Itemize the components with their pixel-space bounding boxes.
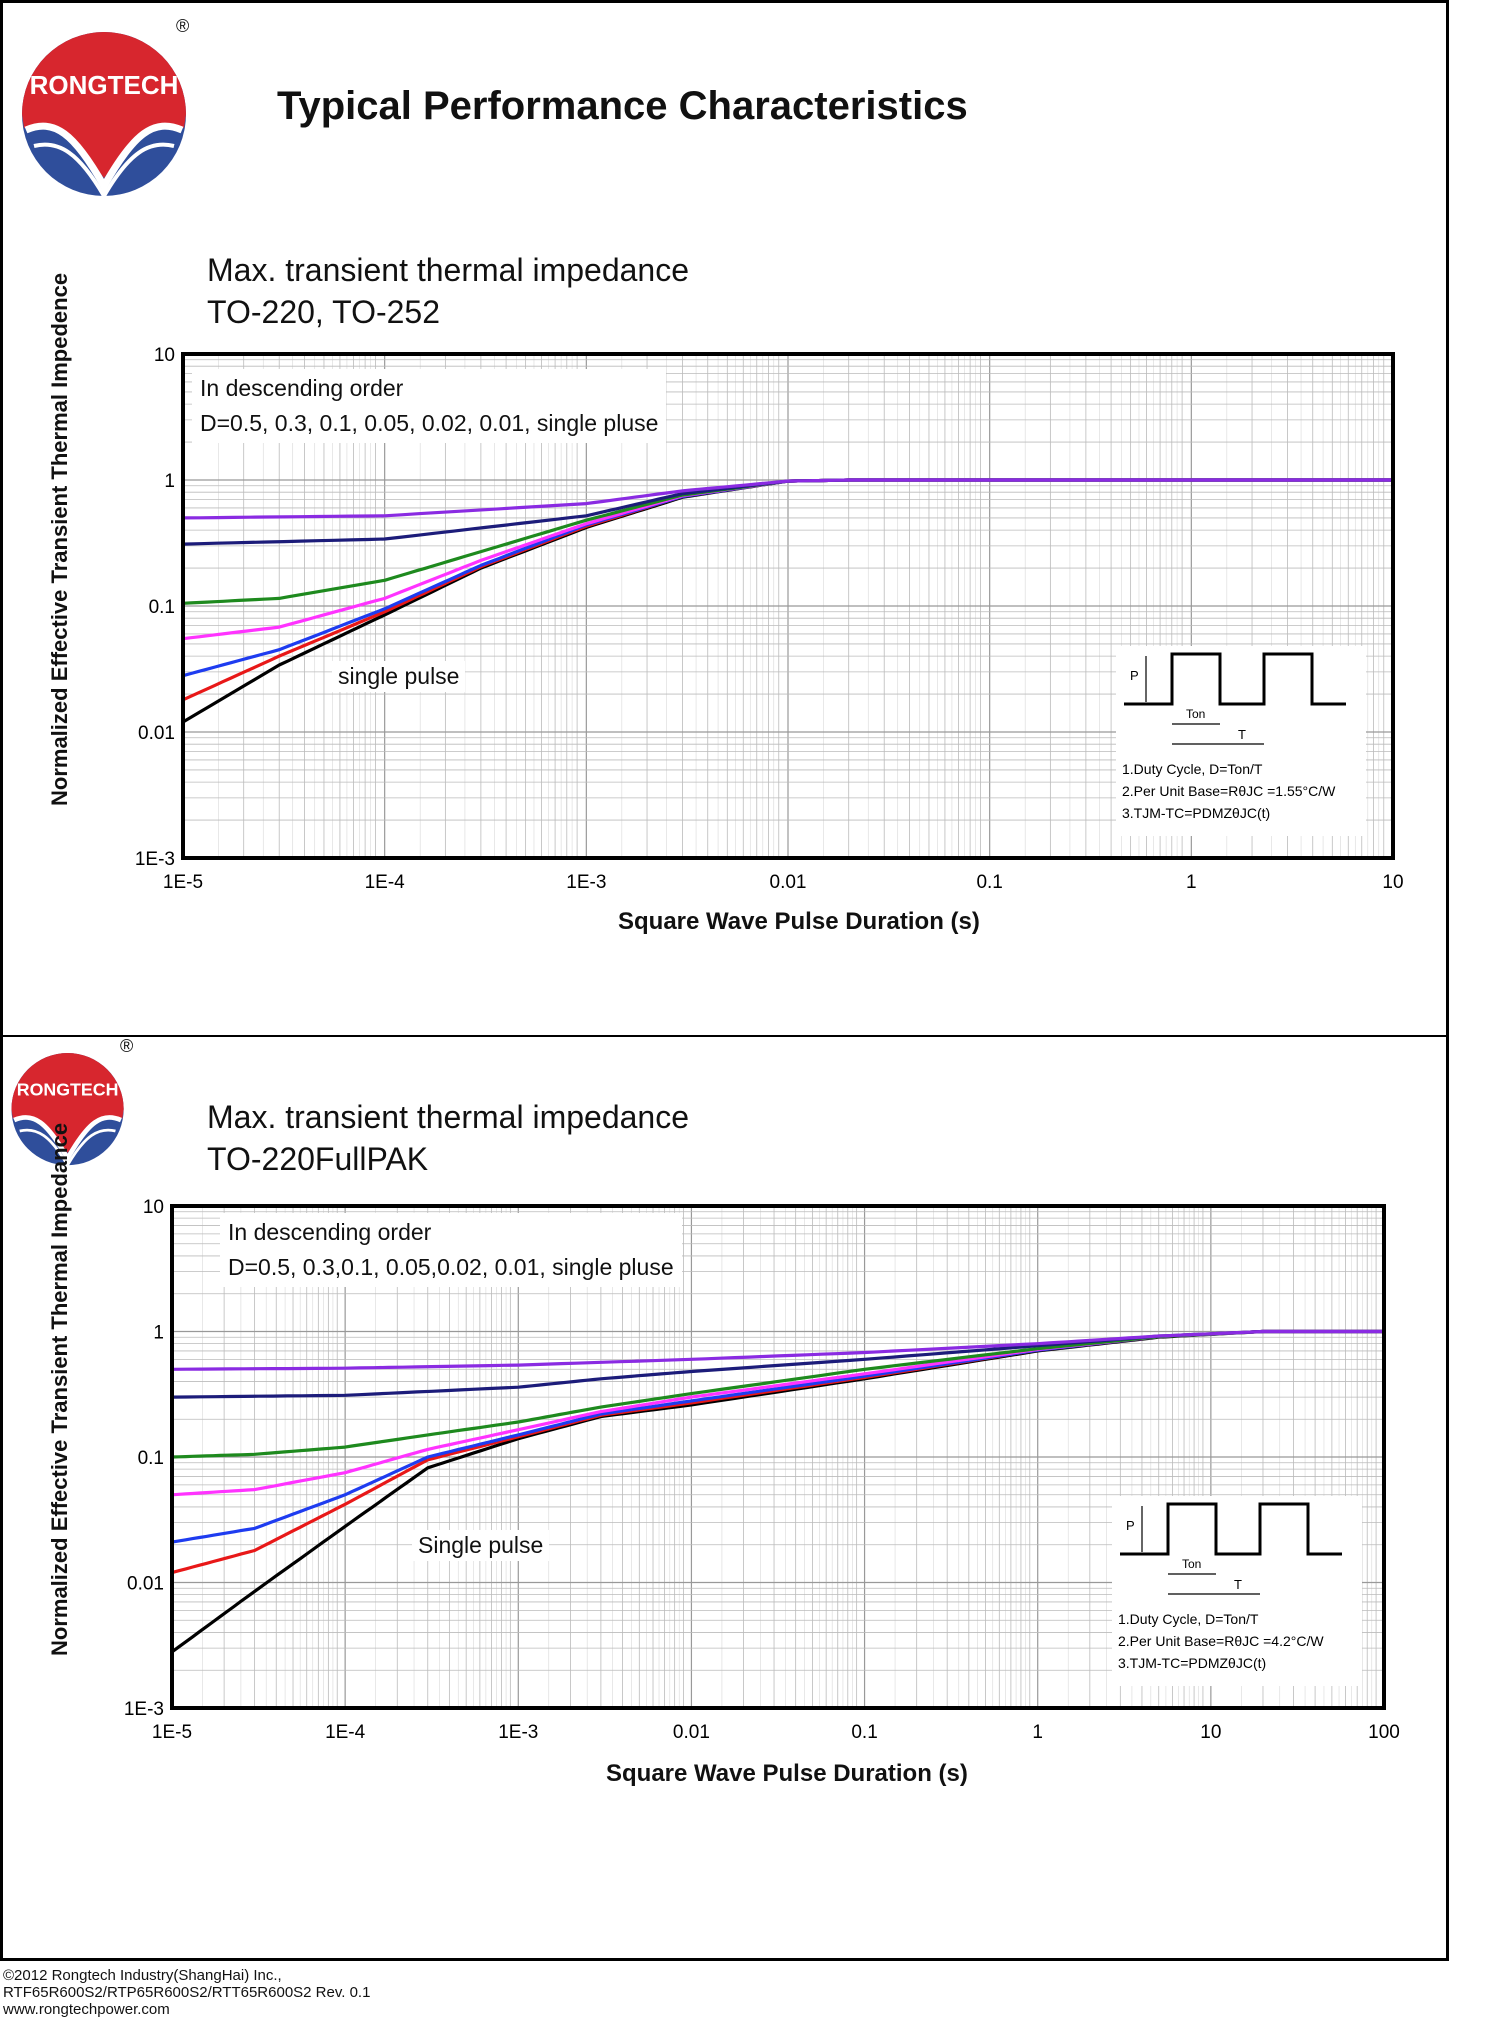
registered-mark: ® — [176, 16, 190, 36]
series-line-d-0-5 — [171, 1329, 1384, 1371]
x-tick-label: 1E-5 — [152, 1722, 192, 1743]
x-tick-label: 0.01 — [673, 1722, 710, 1743]
chart1-single-pulse-label: single pulse — [332, 661, 466, 692]
inset-note-2: 2.Per Unit Base=RθJC =1.55°C/W — [1122, 783, 1336, 799]
x-tick-label: 1E-4 — [325, 1722, 366, 1743]
inset-note-1: 1.Duty Cycle, D=Ton/T — [1122, 761, 1263, 777]
y-tick-label: 10 — [154, 345, 175, 366]
x-tick-label: 1 — [1032, 1722, 1043, 1743]
inset-bg — [1112, 1496, 1362, 1686]
plot-frame — [181, 352, 1395, 860]
chart1-xlabel: Square Wave Pulse Duration (s) — [618, 908, 980, 935]
grid — [182, 354, 1393, 859]
logo-circle-red — [22, 32, 186, 178]
rongtech-logo-small: RONGTECH — [11, 1053, 124, 1166]
svg-text:RONGTECH: RONGTECH — [17, 1079, 119, 1099]
inset-note-3: 3.TJM-TC=PDMZθJC(t) — [1118, 1655, 1266, 1671]
footer-website[interactable]: www.rongtechpower.com — [3, 2001, 170, 2018]
chart1-ylabel: Normalized Effective Transient Thermal I… — [47, 272, 72, 806]
y-tick-label: 0.01 — [138, 723, 175, 744]
x-tick-label: 10 — [1382, 872, 1403, 893]
ton-label: Ton — [1186, 707, 1205, 721]
waveform-inset: P Ton T 1.Duty Cycle, D=Ton/T 2.Per Unit Bas… — [1112, 1496, 1362, 1686]
x-tick-label: 0.01 — [770, 872, 807, 893]
plot-frame — [170, 1204, 1386, 1710]
chart2-title: Max. transient thermal impedance TO-220F… — [207, 1099, 689, 1177]
p-label: P — [1126, 1518, 1135, 1533]
series-line-d-0-5 — [182, 478, 1393, 520]
chart1-title: Max. transient thermal impedance TO-220,… — [207, 252, 689, 330]
section-divider — [0, 1035, 1449, 1037]
x-tick-label: 0.1 — [851, 1722, 877, 1743]
y-tick-label: 1 — [153, 1323, 164, 1344]
logo-swoosh — [24, 122, 184, 194]
chart2-xlabel: Square Wave Pulse Duration (s) — [606, 1760, 968, 1787]
x-tick-label: 1E-3 — [498, 1722, 538, 1743]
inset-bg — [1116, 646, 1366, 836]
y-tick-label: 1 — [164, 471, 175, 492]
chart2-plot: 1E-5 1E-4 1E-3 0.01 0.1 1 10 100 1E-3 0.01 0.1 1 10 P… — [124, 1197, 1400, 1743]
footer-copyright: ©2012 Rongtech Industry(ShangHai) Inc., — [3, 1967, 282, 1984]
x-tick-label: 1E-3 — [566, 872, 606, 893]
waveform-inset: P Ton T 1.Duty Cycle, D=Ton/T 2.Per Unit Bas… — [1116, 646, 1366, 836]
x-tick-label: 1E-5 — [163, 872, 203, 893]
y-tick-label: 1E-3 — [124, 1699, 164, 1720]
inset-note-3: 3.TJM-TC=PDMZθJC(t) — [1122, 805, 1270, 821]
t-label: T — [1234, 1577, 1242, 1592]
t-label: T — [1238, 727, 1246, 742]
chart2-ylabel: Normalized Effective Transient Thermal I… — [47, 1122, 72, 1656]
y-tick-label: 1E-3 — [135, 849, 175, 870]
x-tick-label: 1E-4 — [365, 872, 406, 893]
waveform-path — [1120, 1502, 1342, 1556]
waveform-path — [1124, 652, 1346, 706]
x-tick-label: 10 — [1200, 1722, 1221, 1743]
chart1-plot: 1E-5 1E-4 1E-3 0.01 0.1 1 10 1E-3 0.01 0.1 1 10 P Ton… — [135, 345, 1404, 893]
y-tick-label: 10 — [143, 1197, 164, 1218]
page-frame — [0, 0, 1449, 1961]
inset-note-1: 1.Duty Cycle, D=Ton/T — [1118, 1611, 1259, 1627]
x-tick-label: 100 — [1368, 1722, 1400, 1743]
ton-label: Ton — [1182, 1557, 1201, 1571]
chart2-legend: In descending order D=0.5, 0.3,0.1, 0.05… — [220, 1213, 682, 1287]
y-tick-label: 0.1 — [138, 1448, 164, 1469]
footer-models: RTF65R600S2/RTP65R600S2/RTT65R600S2 Rev.… — [3, 1984, 371, 2001]
chart1-legend: In descending order D=0.5, 0.3, 0.1, 0.0… — [192, 369, 667, 443]
y-tick-label: 0.01 — [127, 1574, 164, 1595]
p-label: P — [1130, 668, 1139, 683]
page-title: Typical Performance Characteristics — [277, 84, 968, 128]
registered-mark-2: ® — [120, 1036, 134, 1056]
x-tick-label: 1 — [1186, 872, 1197, 893]
inset-note-2: 2.Per Unit Base=RθJC =4.2°C/W — [1118, 1633, 1324, 1649]
logo-brand-text: RONGTECH — [30, 70, 179, 100]
x-tick-label: 0.1 — [976, 872, 1002, 893]
rongtech-logo: RONGTECH — [22, 32, 186, 198]
y-tick-label: 0.1 — [149, 597, 175, 618]
chart2-single-pulse-label: Single pulse — [412, 1530, 550, 1561]
footer: ©2012 Rongtech Industry(ShangHai) Inc., … — [3, 1967, 370, 2018]
